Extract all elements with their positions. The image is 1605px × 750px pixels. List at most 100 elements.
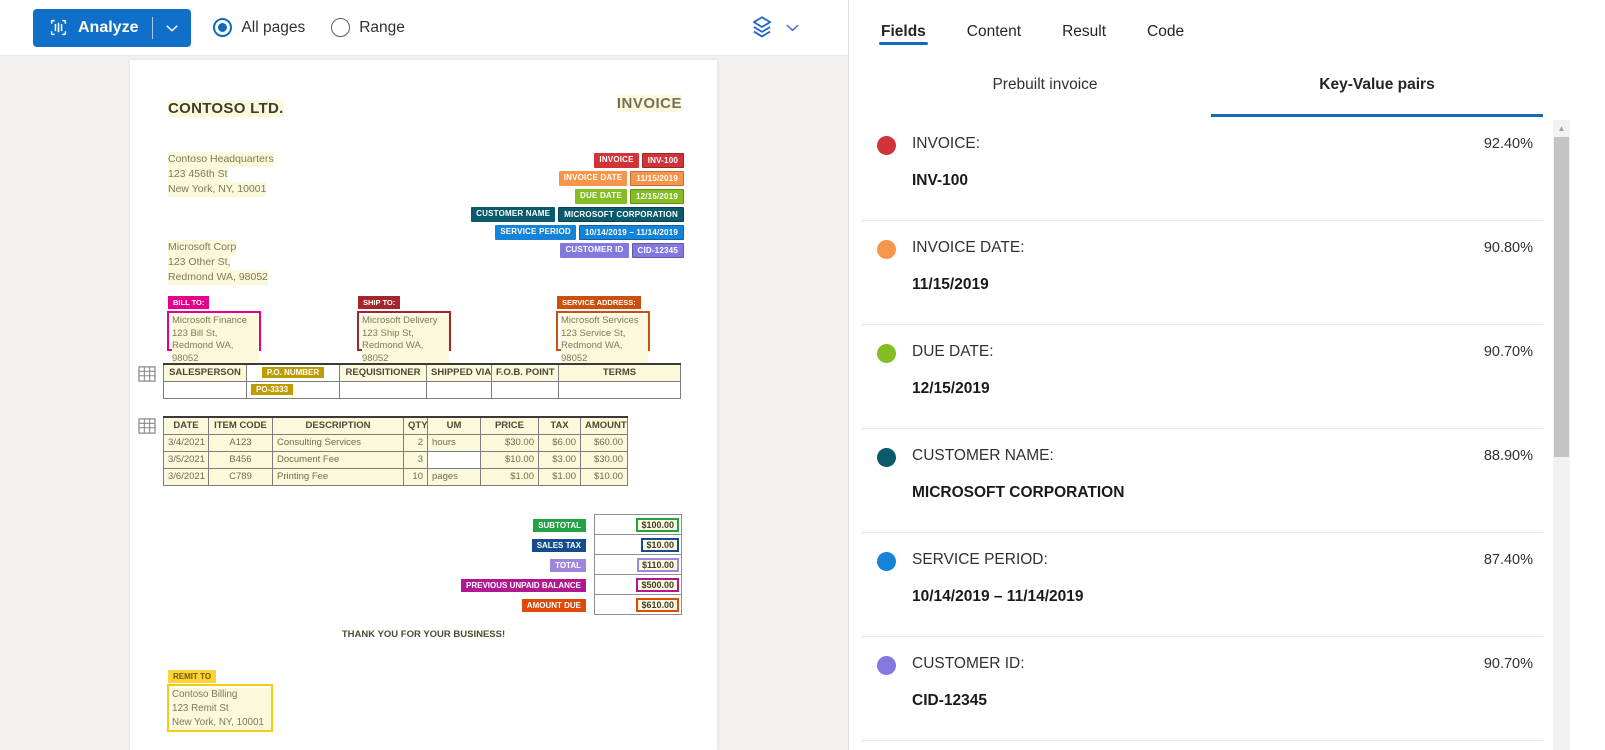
- field-color-dot: [877, 240, 896, 259]
- po-table[interactable]: SALESPERSON P.O. NUMBER REQUISITIONER SH…: [163, 363, 681, 399]
- kv-overlay-due-date[interactable]: DUE DATE 12/15/2019: [575, 189, 684, 204]
- total-row-total[interactable]: TOTAL $110.00: [461, 554, 682, 575]
- remit-to-chip[interactable]: REMIT TO: [168, 670, 217, 683]
- kv-label-chip: INVOICE DATE: [558, 171, 628, 186]
- chevron-down-icon: [786, 24, 799, 31]
- table-icon[interactable]: [138, 366, 156, 382]
- kv-value: INV-100: [912, 172, 969, 189]
- kv-confidence: 90.80%: [1483, 240, 1533, 256]
- total-row-previous-balance[interactable]: PREVIOUS UNPAID BALANCE $500.00: [461, 574, 682, 595]
- header-date: DATE: [163, 416, 209, 435]
- po-value-cell[interactable]: PO-3333: [246, 380, 340, 399]
- header-tax: TAX: [538, 416, 581, 435]
- ship-to-chip[interactable]: SHIP TO:: [358, 296, 401, 309]
- service-address-box[interactable]: Microsoft Services 123 Service St, Redmo…: [556, 311, 650, 365]
- total-row-amount-due[interactable]: AMOUNT DUE $610.00: [461, 594, 682, 615]
- radio-unselected-icon[interactable]: [331, 18, 351, 37]
- tab-result[interactable]: Result: [1062, 23, 1107, 40]
- kv-key: INVOICE DATE:: [912, 239, 1025, 256]
- layers-icon: [752, 16, 772, 38]
- kv-overlay-invoice-date[interactable]: INVOICE DATE 11/15/2019: [558, 171, 684, 186]
- kv-row-service-period[interactable]: SERVICE PERIOD: 87.40% 10/14/2019 – 11/1…: [861, 533, 1543, 637]
- radio-selected-icon[interactable]: [213, 18, 233, 37]
- document-canvas[interactable]: CONTOSO LTD. INVOICE Contoso Headquarter…: [0, 56, 848, 750]
- invoice-doc-title: INVOICE: [616, 95, 682, 112]
- total-value-chip: $110.00: [636, 557, 679, 572]
- kv-overlay-service-period[interactable]: SERVICE PERIOD 10/14/2019 – 11/14/2019: [495, 225, 684, 240]
- kv-value-chip: INV-100: [641, 153, 684, 168]
- scrollbar-thumb[interactable]: [1554, 137, 1569, 457]
- kv-overlay-customer-name[interactable]: CUSTOMER NAME MICROSOFT CORPORATION: [471, 207, 684, 222]
- kv-overlay-invoice[interactable]: INVOICE INV-100: [594, 153, 684, 168]
- kv-overlay-customer-id[interactable]: CUSTOMER ID CID-12345: [560, 243, 684, 258]
- header-qty: QTY: [403, 416, 428, 435]
- analyze-button-label: Analyze: [78, 18, 139, 36]
- kv-row-invoice-date[interactable]: INVOICE DATE: 90.80% 11/15/2019: [861, 221, 1543, 325]
- bill-to-chip[interactable]: BILL TO:: [168, 296, 210, 309]
- po-table-value-row: PO-3333: [163, 380, 681, 399]
- kv-key: CUSTOMER ID:: [912, 655, 1025, 672]
- po-value-chip: PO-3333: [251, 384, 294, 395]
- line-items-table[interactable]: DATE ITEM CODE DESCRIPTION QTY UM PRICE …: [163, 416, 628, 486]
- kv-value: 10/14/2019 – 11/14/2019: [912, 588, 1084, 605]
- key-value-list: INVOICE: 92.40% INV-100 INVOICE DATE: 90…: [861, 117, 1543, 741]
- tab-content[interactable]: Content: [966, 23, 1022, 40]
- bill-to-address: Microsoft Corp 123 Other St, Redmond WA,…: [168, 240, 269, 285]
- kv-key: CUSTOMER NAME:: [912, 447, 1054, 464]
- remit-to-box[interactable]: Contoso Billing 123 Remit St New York, N…: [167, 684, 273, 732]
- result-tabs: Fields Content Result Code: [849, 0, 1605, 55]
- panel-scrollbar[interactable]: ▲: [1553, 120, 1570, 750]
- header-po-number: P.O. NUMBER: [246, 363, 340, 382]
- scan-icon: [50, 19, 67, 36]
- analyze-toolbar: Analyze All pages Range: [0, 0, 848, 56]
- kv-row-due-date[interactable]: DUE DATE: 90.70% 12/15/2019: [861, 325, 1543, 429]
- chevron-down-icon[interactable]: [165, 21, 179, 35]
- total-value-chip: $500.00: [636, 577, 679, 592]
- totals-section: SUBTOTAL $100.00 SALES TAX $10.00 TOTAL …: [461, 514, 682, 615]
- field-color-dot: [877, 344, 896, 363]
- bill-to-box[interactable]: Microsoft Finance 123 Bill St, Redmond W…: [167, 311, 261, 365]
- kv-label-chip: SERVICE PERIOD: [495, 225, 576, 240]
- kv-value-chip: MICROSOFT CORPORATION: [558, 207, 684, 222]
- invoice-page[interactable]: CONTOSO LTD. INVOICE Contoso Headquarter…: [130, 60, 717, 750]
- from-address: Contoso Headquarters 123 456th St New Yo…: [168, 152, 274, 197]
- table-icon[interactable]: [138, 418, 156, 434]
- scroll-up-icon[interactable]: ▲: [1557, 124, 1566, 133]
- total-row-subtotal[interactable]: SUBTOTAL $100.00: [461, 514, 682, 535]
- header-description: DESCRIPTION: [272, 416, 404, 435]
- total-label-chip: TOTAL: [550, 558, 586, 572]
- radio-range[interactable]: Range: [331, 18, 405, 37]
- kv-row-customer-id[interactable]: CUSTOMER ID: 90.70% CID-12345: [861, 637, 1543, 741]
- kv-value-chip: 11/15/2019: [630, 171, 684, 186]
- kv-row-customer-name[interactable]: CUSTOMER NAME: 88.90% MICROSOFT CORPORAT…: [861, 429, 1543, 533]
- kv-value-chip: CID-12345: [631, 243, 684, 258]
- subtab-key-value-pairs[interactable]: Key-Value pairs: [1211, 55, 1543, 117]
- subtab-prebuilt-invoice[interactable]: Prebuilt invoice: [992, 75, 1098, 93]
- item-row[interactable]: 3/4/2021 A123 Consulting Services 2 hour…: [163, 433, 628, 452]
- kv-value-chip: 12/15/2019: [629, 189, 684, 204]
- header-terms: TERMS: [558, 363, 681, 382]
- kv-value: 12/15/2019: [912, 380, 990, 397]
- item-row[interactable]: 3/6/2021 C789 Printing Fee 10 pages $1.0…: [163, 467, 628, 486]
- kv-label-chip: INVOICE: [594, 153, 639, 168]
- ship-to-box[interactable]: Microsoft Delivery 123 Ship St, Redmond …: [357, 311, 451, 365]
- service-address-chip[interactable]: SERVICE ADDRESS:: [557, 296, 641, 309]
- header-item-code: ITEM CODE: [208, 416, 273, 435]
- tab-fields[interactable]: Fields: [879, 23, 928, 55]
- tab-code[interactable]: Code: [1147, 23, 1185, 40]
- analyze-split-button[interactable]: Analyze: [33, 8, 192, 47]
- field-color-dot: [877, 656, 896, 675]
- layers-selector[interactable]: [749, 14, 800, 40]
- kv-key: SERVICE PERIOD:: [912, 551, 1048, 568]
- total-value-chip: $10.00: [641, 537, 679, 552]
- item-row[interactable]: 3/5/2021 B456 Document Fee 3 $10.00 $3.0…: [163, 450, 628, 469]
- po-number-chip: P.O. NUMBER: [261, 367, 325, 379]
- kv-confidence: 92.40%: [1483, 136, 1533, 152]
- total-row-sales-tax[interactable]: SALES TAX $10.00: [461, 534, 682, 555]
- total-label-chip: PREVIOUS UNPAID BALANCE: [461, 578, 586, 592]
- radio-all-pages[interactable]: All pages: [213, 18, 305, 37]
- kv-value-chip: 10/14/2019 – 11/14/2019: [578, 225, 684, 240]
- kv-row-invoice[interactable]: INVOICE: 92.40% INV-100: [861, 117, 1543, 221]
- header-price: PRICE: [480, 416, 539, 435]
